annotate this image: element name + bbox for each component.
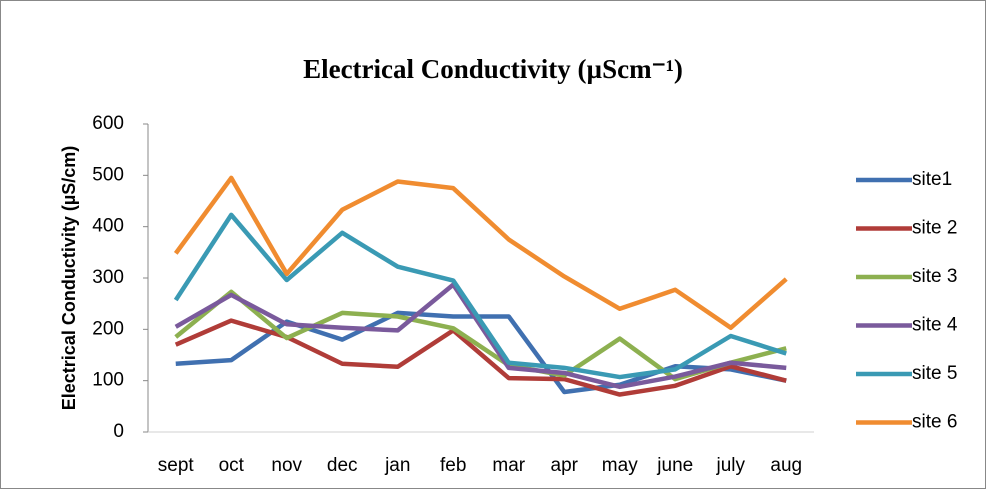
legend-label: site 2 xyxy=(912,218,957,239)
x-tick-label: jan xyxy=(384,455,410,476)
y-tick-label: 300 xyxy=(92,267,124,288)
y-tick-label: 600 xyxy=(92,113,124,134)
legend-label: site 5 xyxy=(912,363,957,384)
x-tick-label: may xyxy=(602,455,638,476)
line xyxy=(173,212,787,380)
x-tick-label: july xyxy=(715,455,745,476)
legend-label: site1 xyxy=(912,169,952,190)
line xyxy=(174,282,787,390)
line xyxy=(174,318,787,397)
y-tick-label: 100 xyxy=(92,370,124,391)
y-tick-label: 400 xyxy=(92,216,124,237)
x-tick-label: mar xyxy=(492,455,525,476)
legend-label: site 4 xyxy=(912,315,958,336)
x-tick-label: sept xyxy=(158,455,195,476)
y-tick-label: 0 xyxy=(113,421,124,442)
line xyxy=(173,175,788,331)
x-tick-label: aug xyxy=(770,455,802,476)
y-tick-label: 500 xyxy=(92,164,124,185)
y-axis-label: Electrical Conductivity (µS/cm) xyxy=(59,146,79,410)
x-tick-label: dec xyxy=(327,455,358,476)
x-tick-label: apr xyxy=(551,455,579,476)
y-tick-label: 200 xyxy=(92,318,124,339)
x-tick-label: feb xyxy=(440,455,466,476)
chart-title: Electrical Conductivity (µScm⁻¹) xyxy=(303,54,683,84)
legend-label: site 6 xyxy=(912,412,957,433)
x-tick-label: oct xyxy=(219,455,245,476)
x-tick-label: nov xyxy=(271,455,302,476)
x-tick-label: june xyxy=(656,455,693,476)
legend-label: site 3 xyxy=(912,266,957,287)
